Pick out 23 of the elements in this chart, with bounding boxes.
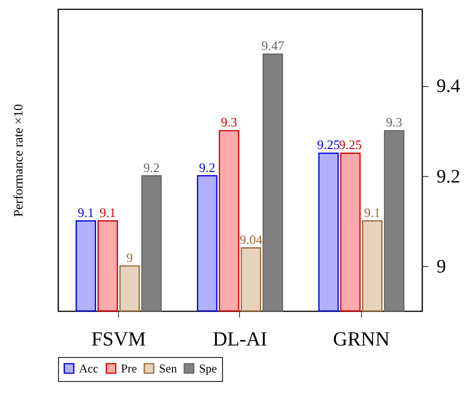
y-tick-label: 9.4 [436, 76, 461, 98]
x-tick-label: GRNN [332, 328, 390, 350]
y-axis-title: Performance rate ×10 [10, 104, 26, 217]
legend-label: Pre [121, 361, 137, 376]
data-label: 9.47 [261, 38, 285, 54]
data-label: 9.2 [199, 160, 216, 175]
data-label: 9.04 [240, 232, 263, 247]
legend-label: Sen [159, 361, 177, 376]
y-tick-label: 9.2 [436, 166, 460, 188]
data-label: 9.25 [339, 137, 362, 152]
data-label: 9.3 [220, 114, 238, 130]
legend-label: Spe [199, 361, 217, 376]
y-tick-label: 9 [436, 256, 446, 278]
data-label: 9.3 [386, 114, 402, 130]
data-label: 9.1 [100, 204, 116, 220]
x-tick-label: DL-AI [212, 328, 268, 350]
x-tick-label: FSVM [91, 328, 146, 350]
legend-label: Acc [79, 361, 98, 376]
data-label: 9 [126, 250, 133, 265]
data-label: 9.1 [78, 204, 94, 220]
data-label: 9.2 [143, 160, 160, 175]
data-label: 9.25 [317, 137, 340, 152]
data-label: 9.1 [364, 204, 380, 220]
